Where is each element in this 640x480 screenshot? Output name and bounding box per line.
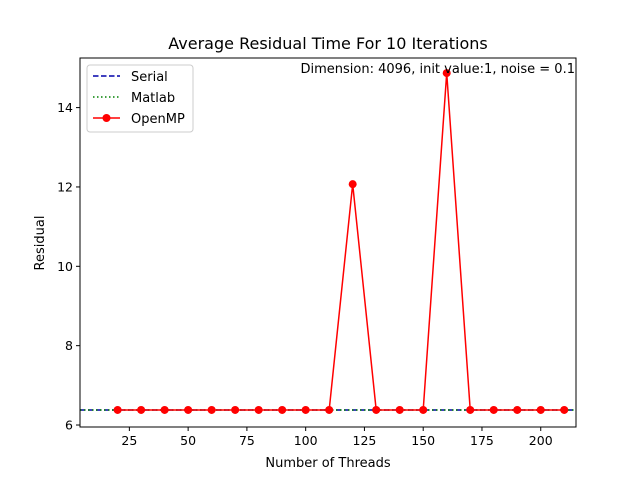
plot-area [80, 69, 576, 414]
legend-matlab-label: Matlab [131, 91, 175, 106]
x-tick-label: 50 [180, 433, 196, 448]
y-tick-label: 8 [65, 338, 73, 353]
y-tick-label: 12 [57, 179, 73, 194]
legend: Serial Matlab OpenMP [86, 64, 194, 133]
series-openmp-point [395, 405, 404, 414]
x-tick-label: 200 [529, 433, 553, 448]
legend-openmp-label: OpenMP [131, 112, 185, 127]
legend-box [86, 64, 194, 133]
series-openmp-point [231, 405, 240, 414]
y-tick-label: 10 [57, 259, 73, 274]
x-axis-label: Number of Threads [265, 456, 390, 471]
y-tick-label: 14 [57, 100, 73, 115]
series-openmp-point [536, 405, 545, 414]
series-openmp-point [442, 69, 451, 78]
x-axis: 25 50 75 100 125 150 175 200 [121, 427, 553, 448]
x-tick-label: 100 [294, 433, 318, 448]
chart-title: Average Residual Time For 10 Iterations [168, 34, 487, 53]
x-tick-label: 175 [470, 433, 494, 448]
series-openmp-point [137, 405, 146, 414]
y-axis: 6 8 10 12 14 [57, 100, 80, 433]
series-openmp-point [348, 180, 357, 189]
series-openmp-point [325, 405, 334, 414]
series-openmp-point [513, 405, 522, 414]
legend-serial-label: Serial [131, 70, 168, 85]
x-tick-label: 125 [353, 433, 377, 448]
plot-frame [79, 57, 577, 428]
y-tick-label: 6 [65, 418, 73, 433]
y-axis-label: Residual [33, 216, 48, 271]
series-openmp-point [184, 405, 193, 414]
series-openmp-point [419, 405, 428, 414]
series-openmp-point [113, 405, 122, 414]
series-openmp-point [278, 405, 287, 414]
series-openmp-point [560, 405, 569, 414]
x-tick-label: 75 [239, 433, 255, 448]
series-openmp-point [489, 405, 498, 414]
chart-annotation: Dimension: 4096, init value:1, noise = 0… [301, 62, 576, 77]
x-tick-label: 25 [121, 433, 137, 448]
series-openmp-point [207, 405, 216, 414]
series-openmp-point [301, 405, 310, 414]
legend-openmp-marker [102, 114, 111, 122]
series-openmp-point [254, 405, 263, 414]
series-openmp-point [372, 405, 381, 414]
series-openmp-point [466, 405, 475, 414]
x-tick-label: 150 [411, 433, 435, 448]
series-openmp-point [160, 405, 169, 414]
